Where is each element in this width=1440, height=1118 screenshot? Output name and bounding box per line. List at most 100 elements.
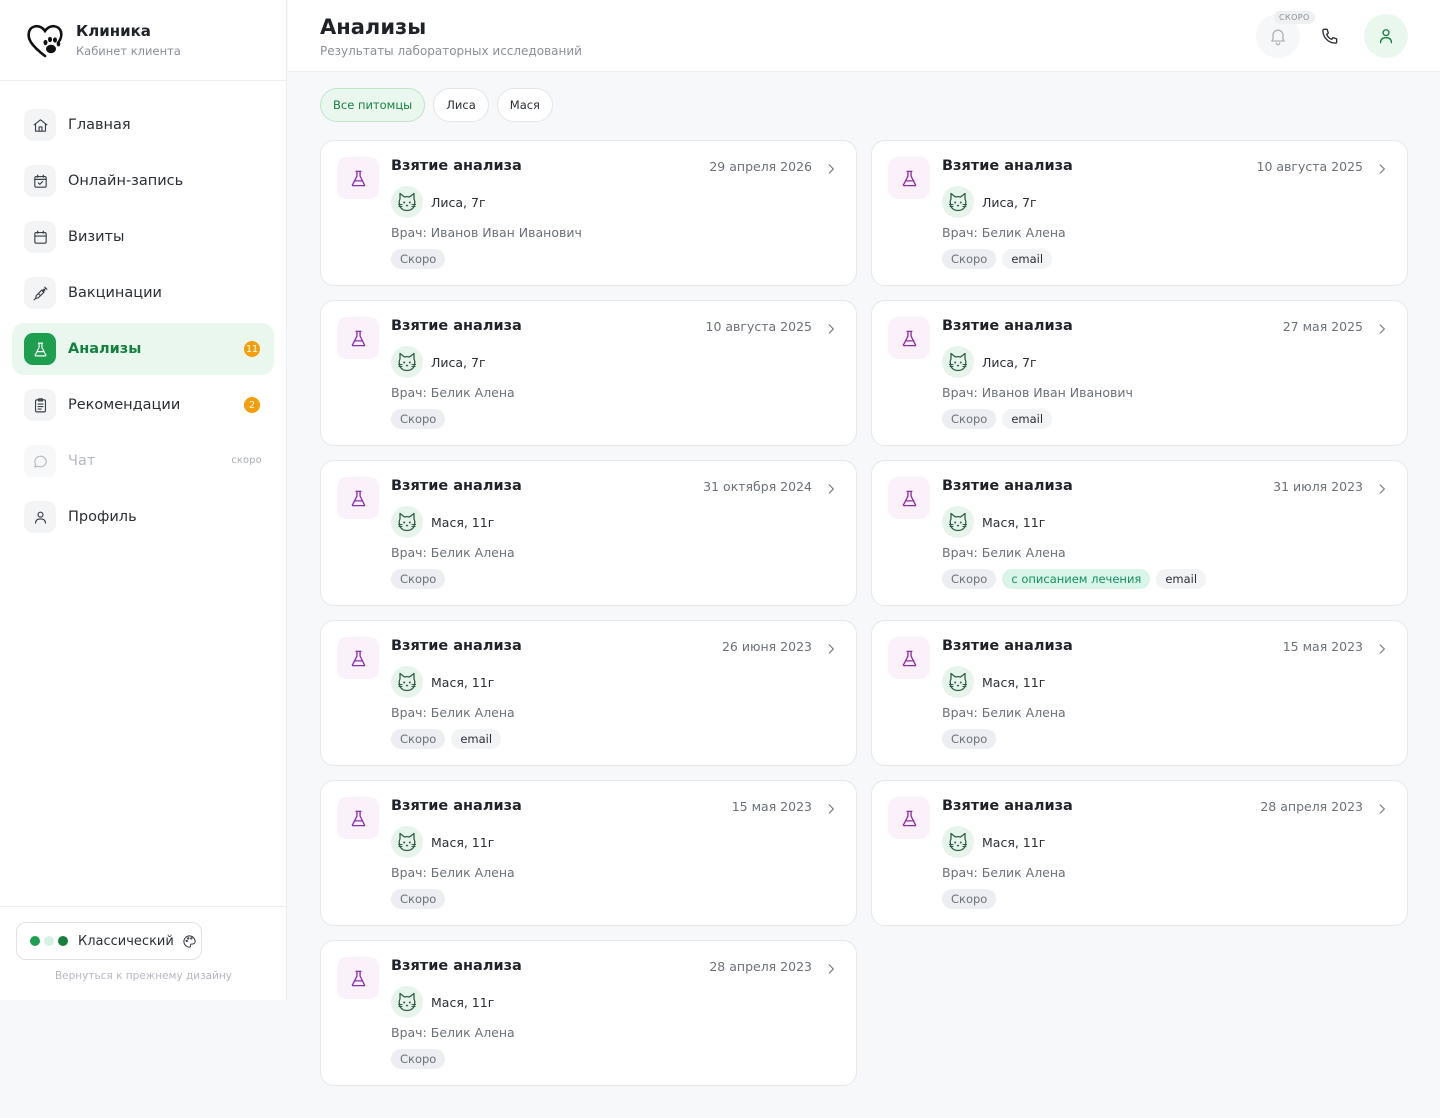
sidebar-item-chat: Чат скоро <box>12 435 274 487</box>
sidebar-item-online-booking[interactable]: Онлайн-запись <box>12 155 274 207</box>
tag-email: email <box>451 729 502 749</box>
sidebar-item-label: Визиты <box>68 229 125 245</box>
card-title: Взятие анализа <box>391 318 522 334</box>
chevron-right-icon <box>824 481 838 495</box>
sidebar-item-analyses[interactable]: Анализы 11 <box>12 323 274 375</box>
cat-avatar-icon <box>942 346 974 378</box>
card-tags: Скоро email <box>942 409 1058 429</box>
flask-icon <box>888 637 930 679</box>
card-title: Взятие анализа <box>391 158 522 174</box>
sidebar-item-label: Онлайн-запись <box>68 173 184 189</box>
sidebar: Клиника Кабинет клиента Главная Онлайн-з… <box>0 0 287 1000</box>
analysis-card[interactable]: Взятие анализа 10 августа 2025 Лиса, 7г Вра… <box>320 300 857 446</box>
card-tags: Скоро <box>942 729 1002 749</box>
chevron-right-icon <box>824 641 838 655</box>
card-title: Взятие анализа <box>942 638 1073 654</box>
pet-filter-chips: Все питомцы Лиса Мася <box>320 88 561 122</box>
sidebar-item-profile[interactable]: Профиль <box>12 491 274 543</box>
tag-soon: Скоро <box>391 1049 446 1069</box>
pet-info: Мася, 11г <box>391 826 494 858</box>
chevron-right-icon <box>1375 801 1389 815</box>
cat-avatar-icon <box>391 506 423 538</box>
user-icon <box>1379 29 1393 44</box>
chevron-right-icon <box>824 161 838 175</box>
analysis-card[interactable]: Взятие анализа 31 июля 2023 Мася, 11г Врач:… <box>871 460 1408 606</box>
sidebar-footer: Классический Вернуться к прежнему дизайн… <box>0 906 287 1000</box>
page-title: Анализы <box>320 15 427 39</box>
back-to-old-design-link[interactable]: Вернуться к прежнему дизайну <box>54 970 233 982</box>
analysis-card[interactable]: Взятие анализа 27 мая 2025 Лиса, 7г Врач: И… <box>871 300 1408 446</box>
card-tags: Скоро с описанием лечения email <box>942 569 1212 589</box>
brand-name: Клиника <box>76 22 151 40</box>
analysis-card[interactable]: Взятие анализа 26 июня 2023 Мася, 11г Врач:… <box>320 620 857 766</box>
card-title: Взятие анализа <box>391 478 522 494</box>
page-header: Анализы Результаты лабораторных исследов… <box>288 0 1440 72</box>
count-badge: 2 <box>244 397 260 413</box>
flask-icon <box>888 797 930 839</box>
calendar-icon <box>24 221 56 253</box>
tag-soon: Скоро <box>391 569 446 589</box>
analysis-card[interactable]: Взятие анализа 29 апреля 2026 Лиса, 7г Врач… <box>320 140 857 286</box>
tag-email: email <box>1002 249 1053 269</box>
sidebar-item-visits[interactable]: Визиты <box>12 211 274 263</box>
card-date: 26 июня 2023 <box>721 639 812 654</box>
flask-icon <box>337 157 379 199</box>
filter-chip-lisa[interactable]: Лиса <box>433 88 489 122</box>
pet-info: Лиса, 7г <box>391 346 486 378</box>
card-date: 28 апреля 2023 <box>709 959 812 974</box>
chat-icon <box>24 445 56 477</box>
tag-soon: Скоро <box>942 729 997 749</box>
theme-switcher-button[interactable]: Классический <box>16 922 202 960</box>
flask-icon <box>337 317 379 359</box>
pet-name: Лиса, 7г <box>431 354 486 370</box>
pet-name: Мася, 11г <box>982 514 1046 530</box>
doctor-name: Врач: Белик Алена <box>391 385 515 400</box>
pet-name: Мася, 11г <box>431 514 495 530</box>
cat-avatar-icon <box>391 346 423 378</box>
card-title: Взятие анализа <box>391 798 522 814</box>
sidebar-item-recommendations[interactable]: Рекомендации 2 <box>12 379 274 431</box>
doctor-name: Врач: Белик Алена <box>391 865 515 880</box>
sidebar-item-label: Главная <box>68 117 131 133</box>
tag-soon: Скоро <box>391 249 446 269</box>
count-badge: 11 <box>244 341 260 357</box>
pet-info: Мася, 11г <box>391 666 494 698</box>
card-date: 15 мая 2023 <box>731 799 812 814</box>
chevron-right-icon <box>1375 321 1389 335</box>
tag-email: email <box>1156 569 1207 589</box>
tag-email: email <box>1002 409 1053 429</box>
analysis-card[interactable]: Взятие анализа 10 августа 2025 Лиса, 7г Вра… <box>871 140 1408 286</box>
doctor-name: Врач: Иванов Иван Иванович <box>391 225 582 240</box>
sidebar-item-label: Рекомендации <box>68 397 181 413</box>
flask-icon <box>888 157 930 199</box>
sidebar-item-vaccinations[interactable]: Вакцинации <box>12 267 274 319</box>
analysis-card[interactable]: Взятие анализа 15 мая 2023 Мася, 11г Врач: … <box>871 620 1408 766</box>
soon-label: скоро <box>231 455 262 466</box>
card-date: 27 мая 2025 <box>1282 319 1363 334</box>
analysis-card[interactable]: Взятие анализа 28 апреля 2023 Мася, 11г Вра… <box>320 940 857 1086</box>
call-button[interactable] <box>1308 14 1352 58</box>
card-date: 10 августа 2025 <box>705 319 812 334</box>
doctor-name: Врач: Белик Алена <box>391 1025 515 1040</box>
filter-chip-masya[interactable]: Мася <box>496 88 553 122</box>
page-subtitle: Результаты лабораторных исследований <box>320 44 582 58</box>
card-tags: Скоро <box>391 889 451 909</box>
analysis-card[interactable]: Взятие анализа 15 мая 2023 Мася, 11г Врач: … <box>320 780 857 926</box>
card-tags: Скоро email <box>942 249 1058 269</box>
pet-name: Мася, 11г <box>982 834 1046 850</box>
sidebar-item-home[interactable]: Главная <box>12 99 274 151</box>
analysis-card[interactable]: Взятие анализа 28 апреля 2023 Мася, 11г Вра… <box>871 780 1408 926</box>
analysis-card[interactable]: Взятие анализа 31 октября 2024 Мася, 11г Вр… <box>320 460 857 606</box>
brand[interactable]: Клиника Кабинет клиента <box>0 0 286 81</box>
filter-chip-all-pets[interactable]: Все питомцы <box>320 88 426 122</box>
bell-icon <box>1271 29 1285 46</box>
tag-soon: Скоро <box>391 729 446 749</box>
theme-color-dot <box>44 936 54 946</box>
pet-info: Мася, 11г <box>942 826 1045 858</box>
palette-icon <box>183 934 196 948</box>
card-tags: Скоро <box>391 249 451 269</box>
chevron-right-icon <box>824 801 838 815</box>
user-profile-button[interactable] <box>1364 14 1408 58</box>
cat-avatar-icon <box>391 986 423 1018</box>
card-tags: Скоро <box>391 409 451 429</box>
